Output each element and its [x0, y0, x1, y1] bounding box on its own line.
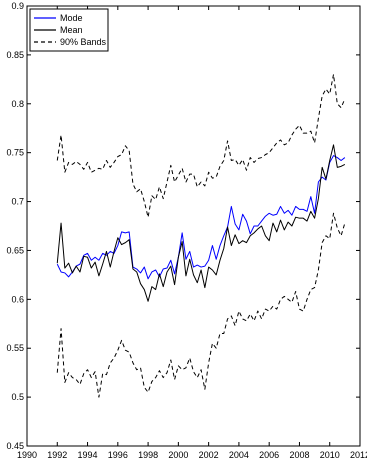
legend-label: Mean	[60, 25, 83, 35]
x-tick-label: 2008	[289, 450, 309, 460]
x-tick-label: 1994	[78, 450, 98, 460]
series-line-0	[56, 155, 346, 280]
y-tick-label: 0.6	[11, 294, 24, 304]
y-tick-label: 0.8	[11, 99, 24, 109]
x-tick-label: 1992	[47, 450, 67, 460]
legend-label: Mode	[60, 13, 83, 23]
series-line-2	[56, 73, 346, 218]
legend: Mode Mean 90% Bands	[29, 8, 109, 52]
y-tick-label: 0.9	[11, 1, 24, 11]
x-tick-label: 2012	[350, 450, 367, 460]
legend-label: 90% Bands	[60, 37, 107, 47]
x-tick-label: 1996	[108, 450, 128, 460]
y-tick-label: 0.7	[11, 197, 24, 207]
y-tick-label: 0.85	[6, 50, 24, 60]
x-tick-label: 1990	[17, 450, 37, 460]
y-tick-label: 0.65	[6, 245, 24, 255]
x-tick-label: 2010	[320, 450, 340, 460]
x-tick-label: 2000	[168, 450, 188, 460]
series-line-1	[56, 144, 346, 302]
x-tick-label: 2006	[259, 450, 279, 460]
plot-frame	[26, 5, 361, 447]
plot-lines	[56, 73, 346, 398]
y-tick-label: 0.45	[6, 441, 24, 451]
x-tick-label: 1998	[138, 450, 158, 460]
x-tick-label: 2002	[199, 450, 219, 460]
y-tick-label: 0.55	[6, 343, 24, 353]
x-tick-label: 2004	[229, 450, 249, 460]
y-tick-label: 0.5	[11, 392, 24, 402]
y-axis: 0.45 0.5 0.55 0.6 0.65 0.7 0.75 0.8 0.85 0.9	[6, 1, 360, 451]
series-line-3	[56, 212, 346, 398]
x-axis: 1990 1992 1994 1996 1998 2000 2002 2004 2006 2008…	[17, 6, 367, 460]
y-tick-label: 0.75	[6, 148, 24, 158]
